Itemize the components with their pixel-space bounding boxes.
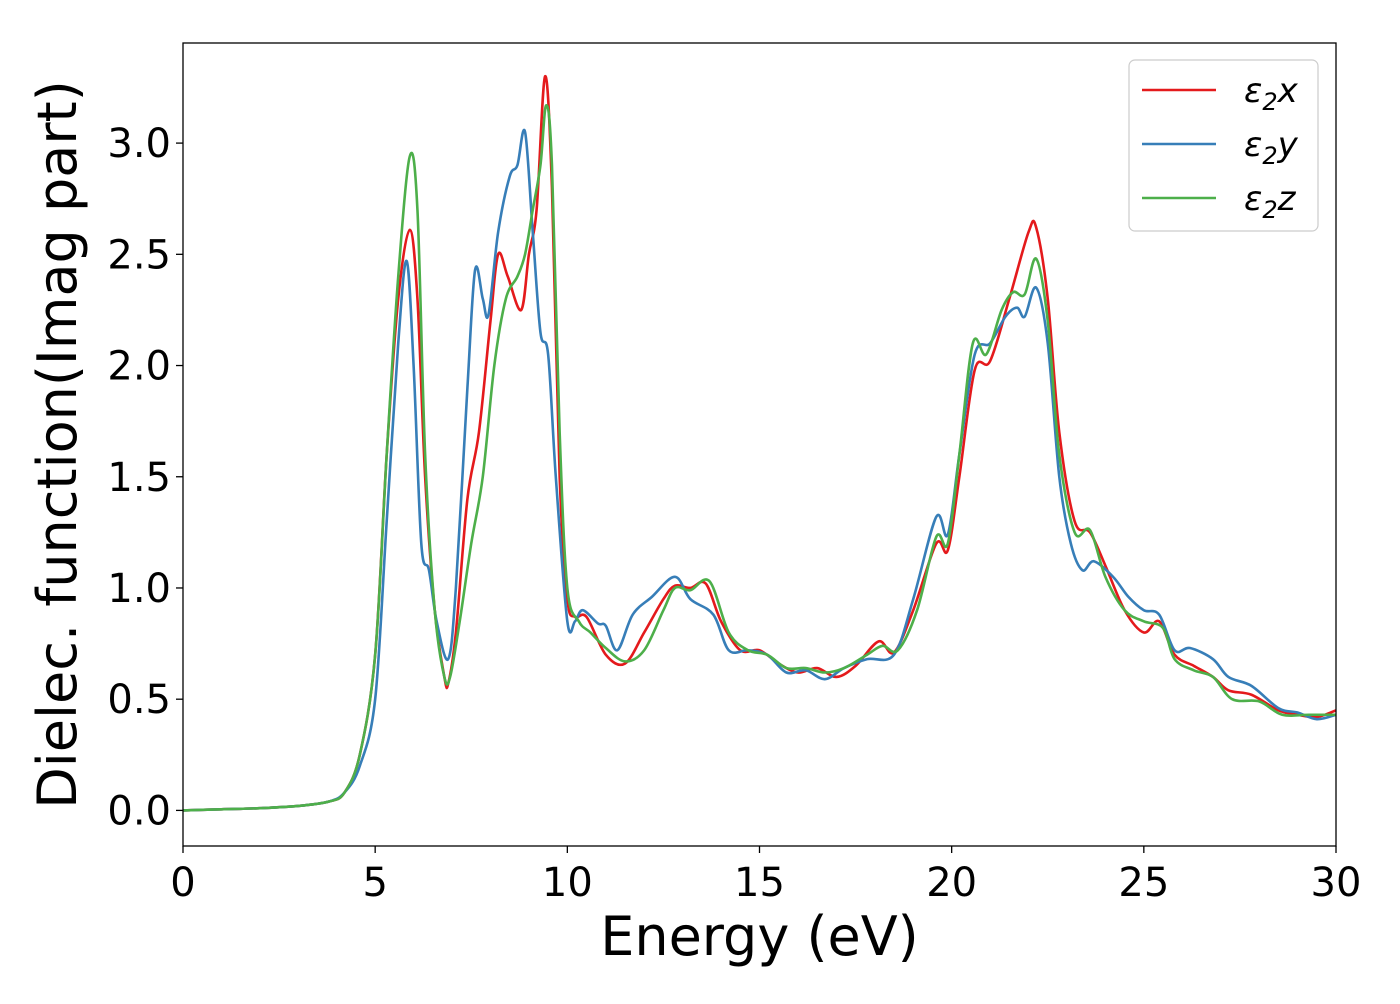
legend-label-y: ε2y [1244, 125, 1299, 170]
y-tick-label: 0.0 [107, 788, 171, 834]
x-tick-label: 0 [170, 860, 195, 906]
axes: 0 5 10 15 20 25 30 0.0 0.5 1.0 1.5 2.0 2.5 3.0 [107, 42, 1362, 906]
x-tick-label: 10 [542, 860, 593, 906]
x-tick-label: 30 [1311, 860, 1362, 906]
x-tick-label: 15 [734, 860, 785, 906]
y-tick-label: 3.0 [107, 121, 171, 167]
x-axis-label: Energy (eV) [600, 905, 919, 968]
y-tick-label: 2.5 [107, 232, 171, 278]
y-tick-label: 2.0 [107, 344, 171, 390]
series-line-z [183, 103, 1336, 812]
plot-area [183, 75, 1336, 812]
x-tick-label: 25 [1118, 860, 1169, 906]
y-tick-label: 0.5 [107, 677, 171, 723]
y-tick-label: 1.0 [107, 566, 171, 612]
legend-label-z: ε2z [1244, 179, 1297, 224]
legend-box [1128, 59, 1319, 232]
y-axis-label: Dielec. function(Imag part) [26, 80, 89, 809]
legend-label-x: ε2x [1244, 71, 1299, 116]
series-line-y [183, 128, 1336, 812]
x-tick-label: 20 [926, 860, 977, 906]
y-tick-label: 1.5 [107, 455, 171, 501]
x-tick-label: 5 [362, 860, 387, 906]
legend: ε2x ε2y ε2z [1128, 59, 1319, 232]
